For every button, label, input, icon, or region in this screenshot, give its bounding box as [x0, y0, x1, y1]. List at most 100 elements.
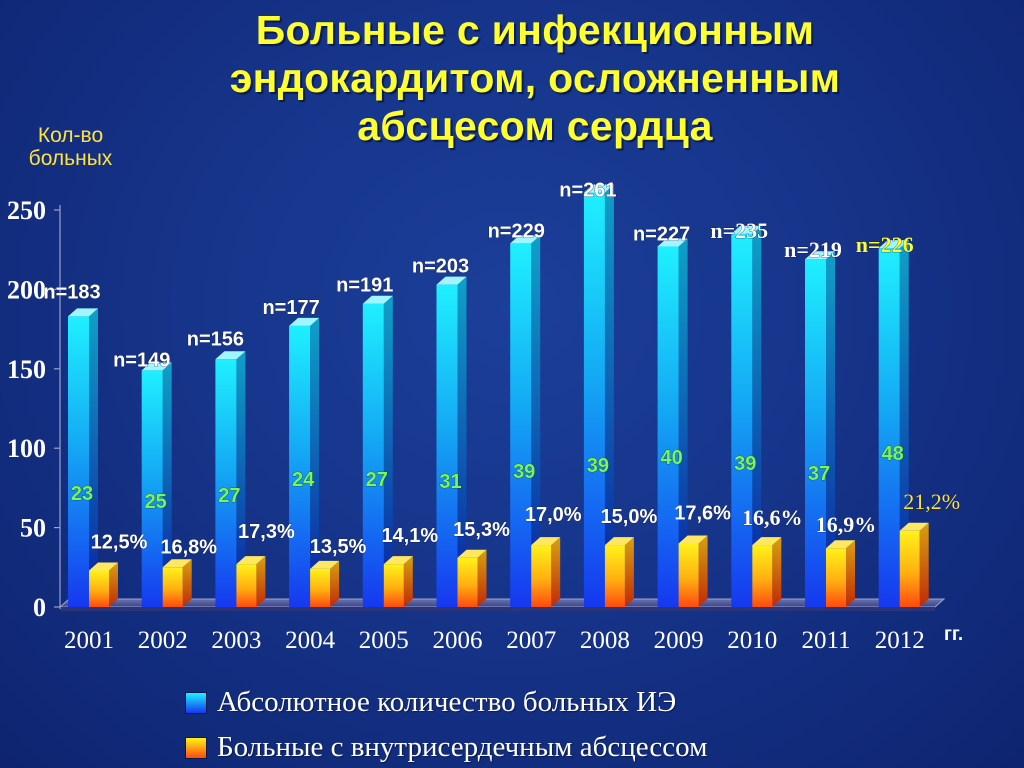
- bar-total-2005-side: [383, 295, 393, 607]
- bar-total-2003-front: [215, 359, 237, 607]
- data-label-n-2005: n=191: [336, 275, 393, 297]
- bar-total-2001-top: [68, 308, 98, 317]
- bar-total-2011-front: [805, 259, 826, 607]
- bar-abscess-2005: [383, 556, 413, 607]
- bar-abscess-2008-top: [604, 537, 634, 546]
- bar-total-2002-side: [162, 362, 172, 607]
- bar-total-2007: [510, 235, 541, 607]
- data-label-count-2004: 24: [292, 469, 315, 491]
- data-label-count-2006: 31: [439, 471, 461, 493]
- x-axis-unit: гг.: [944, 624, 964, 645]
- bar-total-2003-side: [236, 351, 246, 607]
- y-tick-label-50: 50: [20, 514, 46, 543]
- bar-total-2004: [289, 317, 320, 607]
- data-label-n-2011: n=219: [784, 237, 842, 262]
- data-label-n-2010: n=235: [710, 218, 768, 243]
- bar-total-2009: [657, 238, 688, 608]
- bar-abscess-2001-front: [89, 570, 109, 607]
- bar-total-2012: [878, 240, 909, 607]
- bar-total-2004-top: [289, 317, 320, 326]
- bar-total-2004-front: [289, 325, 311, 607]
- bar-abscess-2003-side: [256, 556, 266, 607]
- data-label-pct-2001: 12,5%: [91, 531, 148, 553]
- bar-total-2006-top: [436, 276, 467, 285]
- x-tick-label-2009: 2009: [654, 627, 704, 654]
- bar-abscess-2009-side: [698, 535, 708, 607]
- data-label-pct-2004: 13,5%: [310, 536, 367, 558]
- legend-item-abscess: Больные с внутрисердечным абсцессом: [185, 731, 707, 764]
- x-tick-label-2001: 2001: [64, 627, 114, 654]
- data-label-count-2002: 25: [145, 491, 167, 513]
- bar-abscess-2001-side: [109, 562, 118, 607]
- bar-abscess-2012-side: [919, 522, 929, 607]
- bar-total-2009-side: [678, 238, 688, 608]
- x-tick-label-2004: 2004: [285, 627, 336, 654]
- data-label-pct-2011: 16,9%: [816, 512, 877, 537]
- bar-total-2008: [583, 184, 614, 608]
- x-tick-label-2008: 2008: [580, 627, 630, 654]
- data-label-count-2008: 39: [587, 455, 609, 477]
- bar-abscess-2010: [752, 537, 782, 607]
- bar-abscess-2009-front: [678, 543, 699, 607]
- bar-abscess-2006-side: [477, 549, 487, 607]
- bar-abscess-2002-side: [182, 559, 192, 607]
- data-label-n-2008: n=261: [559, 180, 616, 202]
- data-label-count-2005: 27: [366, 469, 388, 491]
- bar-abscess-2001-top: [89, 562, 118, 571]
- x-tick-label-2006: 2006: [433, 627, 483, 654]
- bar-total-2005-top: [362, 295, 393, 304]
- bar-abscess-2004-side: [330, 560, 340, 607]
- bar-total-2008-top: [583, 184, 614, 193]
- bar-abscess-2010-front: [752, 545, 773, 607]
- y-tick-label-0: 0: [33, 593, 46, 622]
- bar-total-2006-side: [457, 276, 467, 607]
- data-label-pct-2010: 16,6%: [742, 505, 803, 530]
- x-tick-label-2012: 2012: [875, 627, 925, 654]
- bar-abscess-2002-top: [162, 559, 192, 568]
- data-label-count-2009: 40: [660, 447, 682, 469]
- data-label-pct-2007: 17,0%: [525, 504, 582, 526]
- bar-abscess-2007: [531, 537, 561, 607]
- bar-abscess-2004-front: [310, 568, 331, 607]
- bar-total-2010-side: [752, 225, 762, 607]
- bar-abscess-2003: [236, 556, 266, 607]
- bar-abscess-2012-top: [899, 522, 929, 531]
- x-tick-label-2010: 2010: [727, 627, 777, 654]
- bar-total-2010-top: [731, 225, 762, 234]
- bar-abscess-2011-front: [826, 548, 846, 607]
- bar-total-2001: [68, 308, 98, 607]
- bar-total-2007-top: [510, 235, 541, 244]
- bar-total-2011: [805, 251, 835, 607]
- data-label-count-2007: 39: [513, 461, 535, 483]
- bar-total-2007-side: [531, 235, 541, 607]
- bar-abscess-2010-top: [752, 537, 782, 546]
- bar-abscess-2012-front: [899, 530, 920, 607]
- y-axis-label: Кол-во больных: [28, 124, 113, 170]
- bar-total-2009-front: [657, 246, 679, 608]
- bar-abscess-2011-top: [826, 540, 855, 549]
- data-label-n-2007: n=229: [488, 220, 545, 242]
- y-tick-label-250: 250: [7, 196, 46, 225]
- bar-total-2009-top: [657, 238, 688, 247]
- bar-total-2001-side: [89, 308, 98, 607]
- bar-total-2005: [362, 295, 393, 607]
- bar-abscess-2002: [162, 559, 192, 607]
- bar-abscess-2007-front: [531, 545, 552, 607]
- bar-total-2006: [436, 276, 467, 607]
- bar-abscess-2009: [678, 535, 708, 607]
- bar-abscess-2012: [899, 522, 929, 607]
- bar-total-2003: [215, 351, 246, 607]
- bar-abscess-2003-top: [236, 556, 266, 565]
- bar-abscess-2005-side: [403, 556, 413, 607]
- y-tick-label-100: 100: [7, 434, 46, 463]
- bar-abscess-2011-side: [846, 540, 855, 607]
- bar-abscess-2011: [826, 540, 855, 607]
- bar-abscess-2006-top: [457, 549, 487, 558]
- data-label-pct-2009: 17,6%: [674, 502, 731, 524]
- bar-abscess-2005-front: [383, 564, 404, 607]
- data-label-count-2003: 27: [218, 485, 240, 507]
- bar-total-2006-front: [436, 284, 458, 607]
- bar-total-2003-top: [215, 351, 246, 360]
- data-label-pct-2008: 15,0%: [601, 506, 658, 528]
